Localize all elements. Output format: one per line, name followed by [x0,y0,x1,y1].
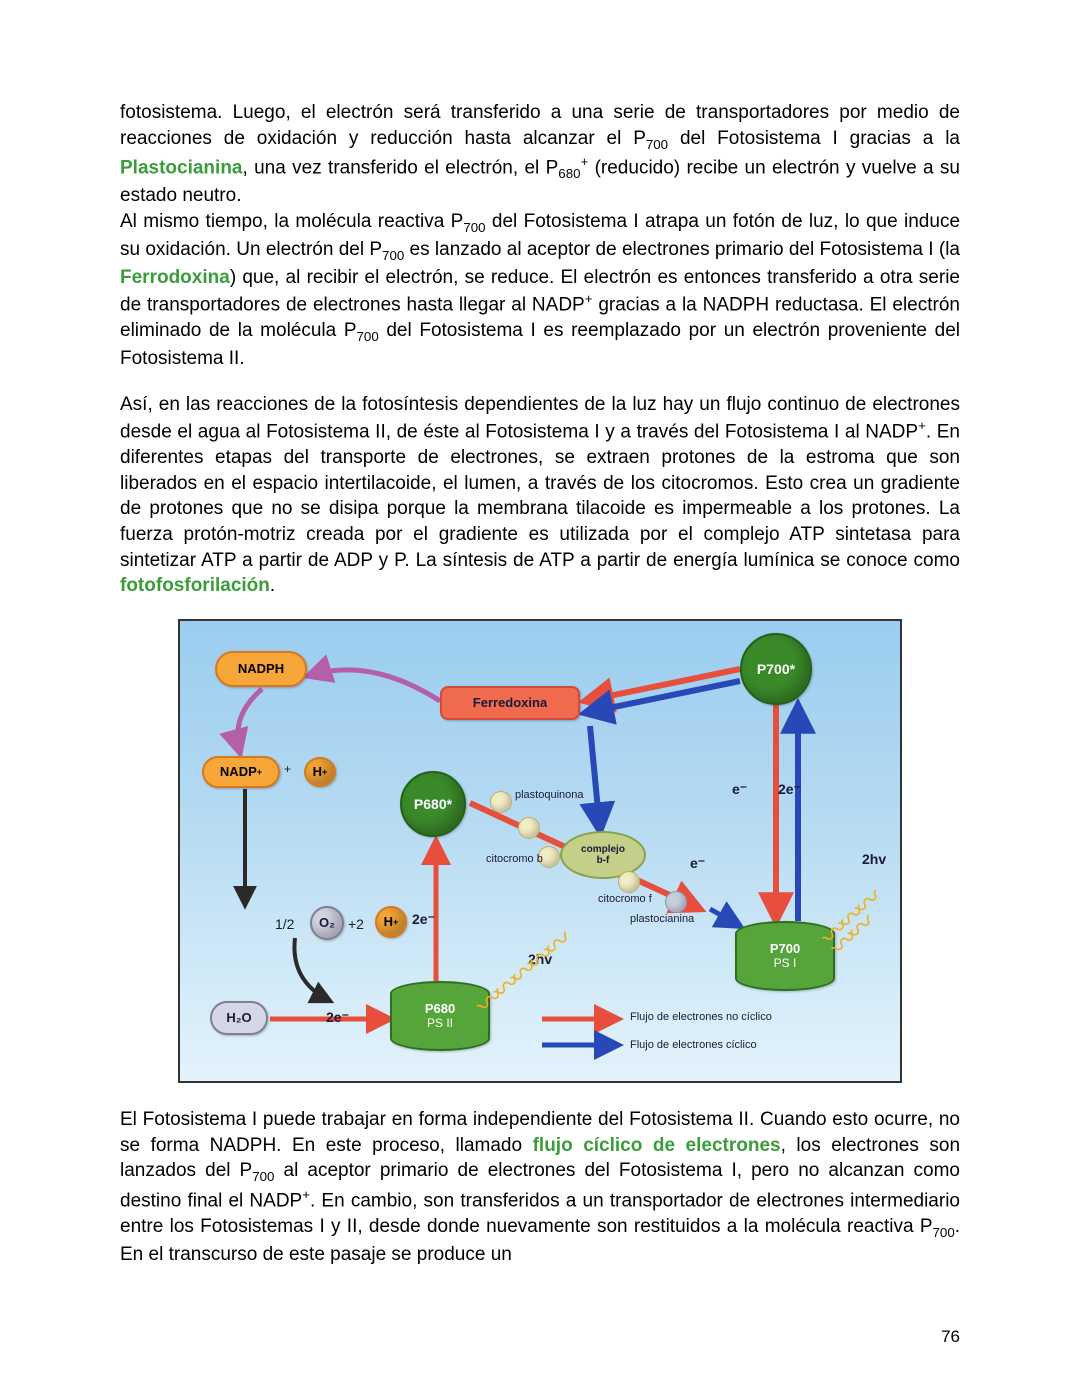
label-plastoquinona: plastoquinona [515,789,584,801]
page-number: 76 [941,1327,960,1347]
plus-two-label: +2 [348,916,364,932]
half-label: 1/2 [275,916,294,932]
flujo-ciclico-term: flujo cíclico de electrones [533,1135,781,1156]
p1c: , una vez transferido el electrón, el P [243,158,559,179]
p3d-sub: 700 [933,1225,955,1240]
p2a: Así, en las reacciones de la fotosíntesi… [120,394,960,443]
p1a-sub: 700 [646,136,668,151]
ferredoxina-node: Ferredoxina [440,686,580,720]
p1e: Al mismo tiempo, la molécula reactiva P [120,211,463,232]
paragraph-1: fotosistema. Luego, el electrón será tra… [120,100,960,372]
p2a-sup: + [918,418,926,433]
p700-star-node: P700* [740,633,812,705]
plus-sign: + [284,762,291,776]
fotofosforilacion-term: fotofosforilación [120,575,270,596]
paragraph-2: Así, en las reacciones de la fotosíntesi… [120,392,960,599]
label-citocromo_b: citocromo b [486,853,543,865]
label-e1: e⁻ [732,781,747,798]
label-plastocianina: plastocianina [630,913,694,925]
label-e5: 2e⁻ [326,1009,349,1026]
p1i-sub: 700 [357,329,379,344]
p680-star-node: P680* [400,771,466,837]
p3c-sup: + [302,1187,310,1202]
paragraph-3: El Fotosistema I puede trabajar en forma… [120,1107,960,1267]
h-plus-2-node: H+ [375,906,407,938]
p1b: del Fotosistema I gracias a la [668,128,960,149]
label-hv2: 2hv [862,851,886,867]
h2o-node: H₂O [210,1001,268,1035]
label-legend_red: Flujo de electrones no cíclico [630,1011,772,1023]
p1e-sub: 700 [463,220,485,235]
p1g: es lanzado al aceptor de electrones prim… [404,239,960,260]
o2-node: O₂ [310,906,344,940]
p2c: . [270,575,275,596]
photon-wave-0: 〰〰〰〰〰 [476,934,569,1015]
p1f-sub: 700 [382,248,404,263]
ferrodoxina-term: Ferrodoxina [120,267,230,288]
plastoquinone-1 [490,791,512,813]
page: fotosistema. Luego, el electrón será tra… [0,0,1080,1397]
figure-wrapper: NADPH NADP+ H+ + Ferredoxina P700* P680* H₂O 1/2… [120,619,960,1083]
label-citocromo_f: citocromo f [598,893,652,905]
p1c-sub: 680 [558,167,580,182]
p2b: . En diferentes etapas del transporte de… [120,422,960,571]
photon-wave-1: 〰〰〰〰〰 [821,890,892,958]
nadp-plus-node: NADP+ [202,756,280,788]
label-legend_blue: Flujo de electrones cíclico [630,1039,757,1051]
p3b-sub: 700 [252,1169,274,1184]
photosystem-diagram: NADPH NADP+ H+ + Ferredoxina P700* P680* H₂O 1/2… [178,619,902,1083]
plastoquinone-2 [518,817,540,839]
nadph-node: NADPH [215,651,307,687]
plastocianina-term: Plastocianina [120,158,243,179]
label-e4: 2e⁻ [412,911,435,928]
h-plus-node: H+ [304,757,336,787]
cytochrome-f [618,871,640,893]
plastocyanin-node [665,891,687,913]
label-e2: 2e⁻ [778,781,801,798]
label-e3: e⁻ [690,855,705,872]
